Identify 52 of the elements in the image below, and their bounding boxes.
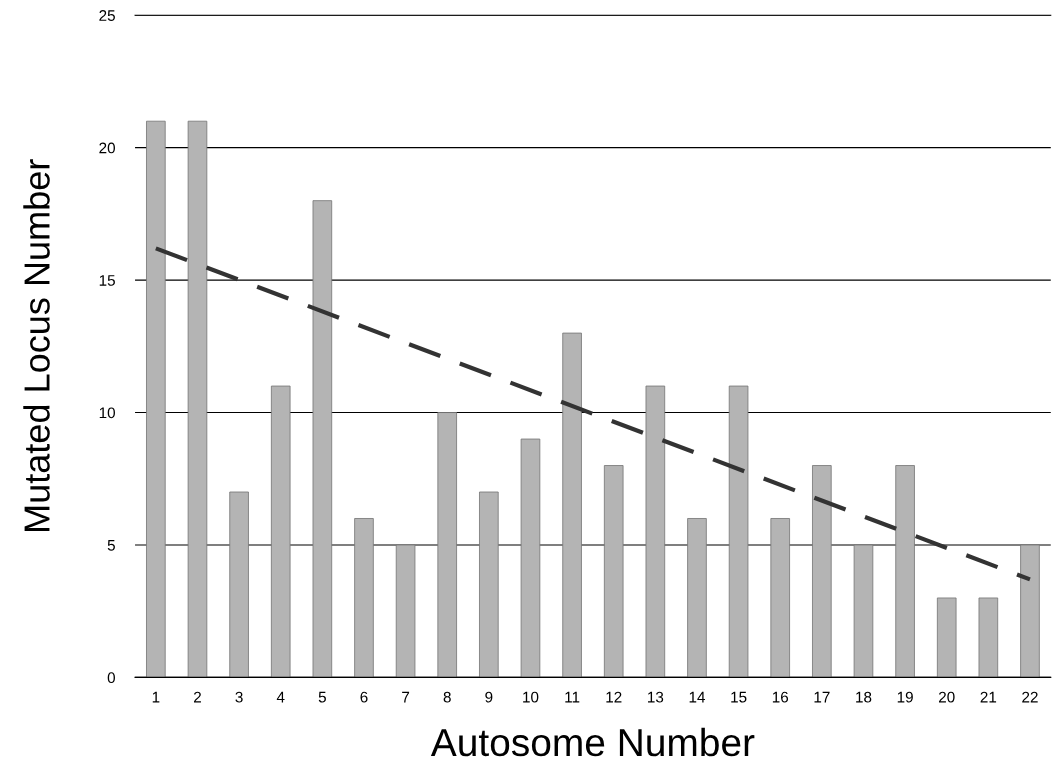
bar: [395, 544, 416, 678]
x-tick-label: 4: [276, 691, 285, 703]
x-tick-label: 21: [980, 691, 997, 703]
x-tick-label: 11: [565, 691, 580, 703]
y-tick-label: 5: [107, 540, 115, 551]
bar: [770, 518, 791, 678]
x-tick-label: 5: [318, 691, 326, 703]
bar: [437, 412, 458, 678]
bar: [270, 385, 291, 678]
bar: [146, 120, 166, 678]
x-tick-label: 1: [152, 691, 160, 703]
bar: [687, 518, 707, 678]
y-tick-label: 20: [99, 142, 115, 154]
x-tick-label: 3: [235, 691, 243, 703]
x-tick-label: 10: [523, 691, 539, 703]
x-tick-label: 2: [194, 691, 201, 703]
x-axis-title: Autosome Number: [430, 727, 755, 757]
bar: [479, 491, 499, 678]
bar: [229, 491, 249, 678]
bar: [812, 465, 832, 678]
x-tick-label: 7: [402, 691, 410, 703]
x-tick-label: 15: [731, 691, 747, 703]
y-tick-label: 15: [99, 275, 115, 286]
bar: [187, 120, 208, 678]
bar: [853, 544, 874, 678]
bar: [645, 385, 666, 678]
bar: [936, 597, 957, 678]
x-tick-label: 20: [938, 691, 955, 703]
x-tick-label: 12: [606, 691, 622, 703]
bar: [354, 518, 374, 678]
y-axis-title: Mutated Locus Number: [23, 159, 50, 532]
x-tick-label: 16: [772, 691, 789, 703]
x-tick-label: 19: [897, 691, 913, 703]
y-tick-label: 10: [99, 407, 115, 419]
x-tick-label: 13: [648, 691, 664, 703]
x-tick-label: 22: [1022, 691, 1038, 703]
x-tick-label: 9: [485, 691, 493, 703]
bar: [562, 332, 582, 678]
x-tick-label: 17: [814, 691, 830, 703]
bar: [895, 465, 915, 678]
x-tick-label: 14: [689, 691, 706, 703]
y-tick-label: 25: [99, 10, 115, 21]
x-tick-label: 18: [856, 691, 872, 703]
bar: [520, 438, 541, 678]
x-tick-label: 8: [443, 691, 451, 703]
x-tick-label: 6: [360, 691, 368, 703]
bar: [603, 465, 624, 678]
bar: [312, 200, 333, 678]
bar: [978, 597, 999, 678]
bar: [728, 385, 749, 678]
bar: [1020, 544, 1040, 678]
y-tick-label: 0: [107, 672, 115, 684]
